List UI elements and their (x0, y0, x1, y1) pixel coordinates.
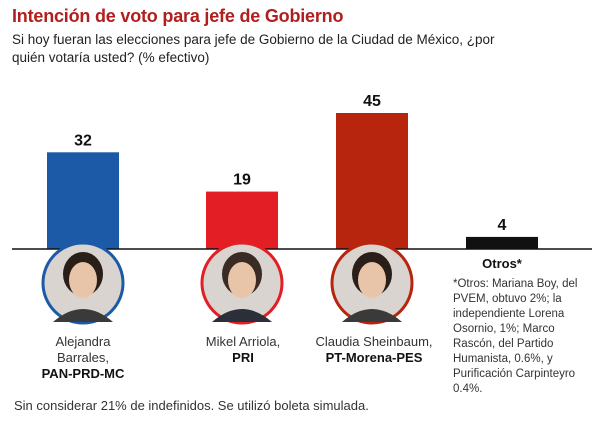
value-label: 19 (233, 172, 251, 189)
candidate-name: Claudia Sheinbaum, (315, 334, 433, 349)
bar-sheinbaum (336, 113, 408, 249)
footer-note: Sin considerar 21% de indefinidos. Se ut… (14, 398, 369, 413)
chart-title: Intención de voto para jefe de Gobierno (12, 6, 344, 26)
portrait-sheinbaum (330, 241, 414, 325)
candidate-party: PAN-PRD-MC (41, 366, 125, 381)
portrait-arriola (200, 241, 284, 325)
bar-arriola (206, 191, 278, 249)
candidate-party: PT-Morena-PES (325, 350, 423, 365)
candidate-label-barrales: Alejandra Barrales, PAN-PRD-MC (28, 334, 138, 382)
candidate-name: Alejandra Barrales, (55, 334, 111, 365)
others-note: *Otros: Mariana Boy, del PVEM, obtuvo 2%… (453, 278, 578, 395)
candidate-party: PRI (232, 350, 254, 365)
value-label: 45 (363, 93, 381, 110)
others-label: Otros* (482, 256, 523, 271)
bar-otros (466, 236, 538, 249)
candidate-label-arriola: Mikel Arriola, PRI (188, 334, 298, 366)
candidate-name: Mikel Arriola, (205, 334, 281, 349)
candidate-label-sheinbaum: Claudia Sheinbaum, PT-Morena-PES (314, 334, 434, 366)
bar-barrales (47, 152, 119, 249)
value-label: 4 (498, 217, 507, 234)
chart-subtitle: Si hoy fueran las elecciones para jefe d… (12, 32, 495, 65)
portrait-barrales (41, 241, 125, 325)
value-label: 32 (74, 132, 92, 149)
